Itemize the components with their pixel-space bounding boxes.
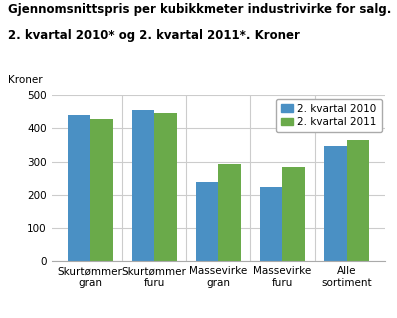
- Bar: [132, 110, 154, 261]
- Bar: [196, 183, 218, 261]
- Bar: [154, 113, 177, 261]
- Text: 2. kvartal 2010* og 2. kvartal 2011*. Kroner: 2. kvartal 2010* og 2. kvartal 2011*. Kr…: [8, 29, 300, 42]
- Bar: [324, 146, 347, 261]
- Bar: [260, 187, 283, 261]
- Legend: 2. kvartal 2010, 2. kvartal 2011: 2. kvartal 2010, 2. kvartal 2011: [276, 99, 382, 132]
- Bar: [347, 140, 369, 261]
- Text: Kroner: Kroner: [8, 75, 43, 86]
- Bar: [67, 114, 90, 261]
- Bar: [90, 119, 112, 261]
- Text: Gjennomsnittspris per kubikkmeter industrivirke for salg.: Gjennomsnittspris per kubikkmeter indust…: [8, 3, 391, 16]
- Bar: [218, 164, 241, 261]
- Bar: [283, 167, 305, 261]
